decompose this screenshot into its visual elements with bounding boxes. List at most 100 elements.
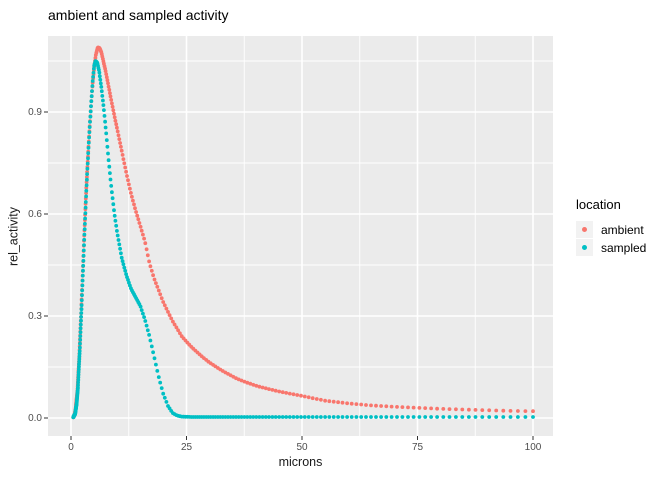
data-point — [83, 211, 88, 216]
data-point — [447, 407, 452, 411]
legend-item-label: ambient — [601, 222, 644, 237]
data-point — [299, 393, 303, 398]
data-point — [79, 318, 83, 323]
data-point — [112, 213, 117, 218]
data-point — [120, 259, 125, 263]
data-point — [115, 233, 120, 238]
data-point — [78, 322, 83, 327]
data-point — [89, 99, 94, 104]
data-point — [138, 224, 143, 229]
data-point — [336, 400, 340, 405]
data-point — [460, 407, 465, 412]
data-point — [81, 248, 86, 253]
data-point — [97, 74, 102, 79]
data-point — [267, 415, 271, 419]
data-point — [494, 415, 499, 419]
data-point — [319, 415, 323, 419]
data-point — [100, 94, 105, 98]
data-point — [85, 177, 89, 182]
data-point — [79, 303, 84, 308]
data-point — [159, 386, 164, 390]
data-point — [389, 415, 394, 419]
data-point — [302, 394, 307, 399]
data-point — [423, 415, 428, 419]
data-point — [105, 78, 110, 83]
data-point — [112, 115, 117, 120]
data-point — [86, 140, 91, 145]
data-point — [113, 218, 118, 223]
data-point — [78, 341, 82, 346]
data-point — [82, 227, 87, 232]
data-point — [248, 381, 253, 386]
data-point — [126, 178, 130, 183]
data-point — [123, 268, 128, 273]
legend: location ambient sampled — [576, 197, 646, 257]
data-point — [379, 415, 383, 419]
data-point — [121, 157, 126, 162]
data-point — [156, 288, 161, 293]
data-point — [134, 210, 139, 214]
data-point — [90, 89, 94, 93]
data-point — [155, 369, 160, 373]
data-point — [234, 415, 238, 419]
data-point — [273, 388, 278, 393]
data-point — [245, 415, 250, 419]
data-point — [280, 415, 285, 419]
data-point — [91, 70, 96, 75]
data-point — [109, 184, 114, 188]
data-point — [236, 415, 241, 419]
data-point — [110, 196, 115, 201]
data-point — [83, 200, 88, 204]
data-point — [81, 268, 85, 273]
data-point — [131, 198, 135, 203]
data-point — [108, 171, 112, 176]
data-point — [310, 396, 315, 401]
data-point — [374, 403, 378, 408]
data-point — [141, 232, 145, 237]
data-point — [125, 174, 129, 178]
data-point — [277, 389, 282, 394]
data-point — [435, 406, 439, 411]
data-point — [400, 415, 405, 419]
data-point — [82, 237, 87, 242]
data-point — [113, 118, 118, 123]
data-point — [142, 315, 147, 319]
data-point — [260, 415, 265, 419]
data-point — [291, 415, 296, 419]
data-point — [77, 357, 82, 361]
data-point — [152, 356, 157, 361]
data-point — [82, 232, 87, 237]
data-point — [323, 415, 327, 419]
data-point — [78, 334, 83, 338]
y-tick-label: 0.6 — [28, 209, 42, 220]
data-point — [119, 255, 124, 260]
data-point — [242, 379, 247, 384]
data-point — [473, 408, 478, 412]
data-point — [263, 415, 268, 419]
data-point — [340, 415, 345, 419]
data-point — [110, 101, 114, 106]
data-point — [132, 202, 136, 207]
data-point — [167, 313, 172, 317]
data-point — [115, 129, 120, 134]
data-point — [494, 408, 499, 413]
data-point — [226, 415, 230, 419]
data-point — [273, 415, 278, 419]
data-point — [104, 75, 109, 80]
data-point — [79, 307, 84, 312]
data-point — [93, 56, 98, 60]
data-point — [89, 104, 93, 109]
data-point — [487, 408, 492, 413]
data-point — [145, 328, 150, 333]
data-point — [103, 125, 108, 130]
data-point — [231, 415, 236, 419]
data-point — [119, 148, 124, 153]
data-point — [154, 281, 158, 285]
data-point — [86, 146, 91, 150]
data-point — [111, 108, 116, 113]
data-point — [102, 114, 107, 118]
data-point — [88, 114, 93, 119]
data-point — [441, 415, 446, 419]
data-point — [79, 315, 83, 319]
data-point — [80, 288, 85, 293]
